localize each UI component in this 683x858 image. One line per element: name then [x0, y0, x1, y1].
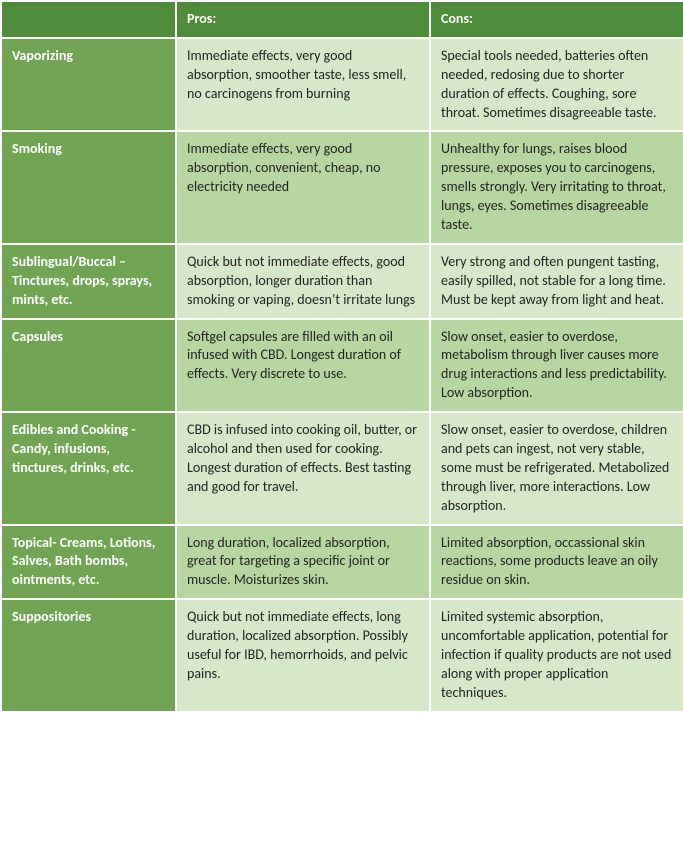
- cons-cell: Slow onset, easier to overdose, metaboli…: [430, 319, 683, 413]
- table-row: CapsulesSoftgel capsules are filled with…: [1, 319, 683, 413]
- table-row: Sublingual/Buccal – Tinctures, drops, sp…: [1, 244, 683, 319]
- row-label: Suppositories: [1, 599, 176, 711]
- pros-cell: Immediate effects, very good absorption,…: [176, 131, 430, 243]
- cons-cell: Very strong and often pungent tasting, e…: [430, 244, 683, 319]
- row-label: Sublingual/Buccal – Tinctures, drops, sp…: [1, 244, 176, 319]
- header-blank: [1, 1, 176, 38]
- row-label: Capsules: [1, 319, 176, 413]
- table-row: Edibles and Cooking - Candy, infusions, …: [1, 412, 683, 524]
- header-cons: Cons:: [430, 1, 683, 38]
- row-label: Vaporizing: [1, 38, 176, 132]
- table-row: VaporizingImmediate effects, very good a…: [1, 38, 683, 132]
- cons-cell: Special tools needed, batteries often ne…: [430, 38, 683, 132]
- table-header-row: Pros: Cons:: [1, 1, 683, 38]
- pros-cons-table: Pros: Cons: VaporizingImmediate effects,…: [0, 0, 683, 713]
- cons-cell: Limited systemic absorption, uncomfortab…: [430, 599, 683, 711]
- pros-cell: Immediate effects, very good absorption,…: [176, 38, 430, 132]
- row-label: Edibles and Cooking - Candy, infusions, …: [1, 412, 176, 524]
- cons-cell: Unhealthy for lungs, raises blood pressu…: [430, 131, 683, 243]
- row-label: Topical- Creams, Lotions, Salves, Bath b…: [1, 525, 176, 600]
- cons-cell: Slow onset, easier to overdose, children…: [430, 412, 683, 524]
- table-body: VaporizingImmediate effects, very good a…: [1, 38, 683, 712]
- pros-cell: CBD is infused into cooking oil, butter,…: [176, 412, 430, 524]
- table-row: SuppositoriesQuick but not immediate eff…: [1, 599, 683, 711]
- pros-cell: Quick but not immediate effects, good ab…: [176, 244, 430, 319]
- table-row: Topical- Creams, Lotions, Salves, Bath b…: [1, 525, 683, 600]
- row-label: Smoking: [1, 131, 176, 243]
- pros-cell: Quick but not immediate effects, long du…: [176, 599, 430, 711]
- pros-cell: Long duration, localized absorption, gre…: [176, 525, 430, 600]
- cons-cell: Limited absorption, occassional skin rea…: [430, 525, 683, 600]
- table-row: SmokingImmediate effects, very good abso…: [1, 131, 683, 243]
- pros-cell: Softgel capsules are filled with an oil …: [176, 319, 430, 413]
- header-pros: Pros:: [176, 1, 430, 38]
